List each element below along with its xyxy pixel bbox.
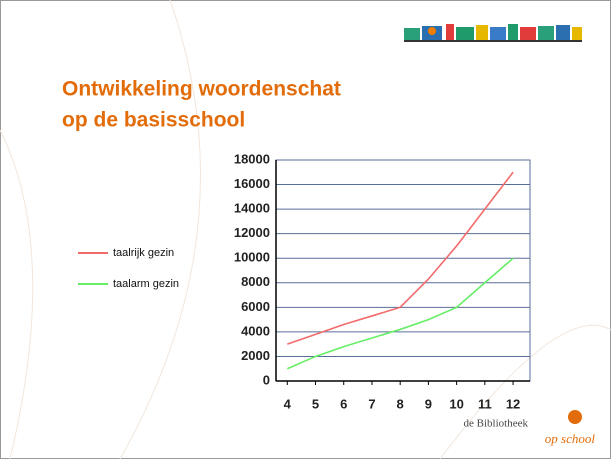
y-tick-label: 12000 <box>234 225 270 240</box>
y-tick-label: 14000 <box>234 201 270 216</box>
x-tick-label: 4 <box>284 396 292 411</box>
x-tick-label: 9 <box>425 396 432 411</box>
y-tick-label: 8000 <box>241 274 270 289</box>
y-tick-label: 18000 <box>234 151 270 166</box>
slide: Ontwikkeling woordenschat op de basissch… <box>0 0 611 459</box>
y-tick-label: 10000 <box>234 250 270 265</box>
brand-icon <box>568 410 582 424</box>
tagline: op school <box>545 431 596 446</box>
y-tick-label: 2000 <box>241 348 270 363</box>
x-tick-label: 12 <box>506 396 520 411</box>
legend-label: taalrijk gezin <box>113 247 174 259</box>
x-tick-label: 7 <box>368 396 375 411</box>
y-tick-label: 16000 <box>234 176 270 191</box>
x-tick-label: 8 <box>397 396 404 411</box>
x-tick-label: 11 <box>478 396 492 411</box>
x-tick-label: 5 <box>312 396 319 411</box>
title-line: Ontwikkeling woordenschat <box>62 78 341 101</box>
page: {"header": {"title_lines": ["Ontwikkelin… <box>0 0 611 459</box>
y-tick-label: 0 <box>263 372 270 387</box>
x-tick-label: 6 <box>340 396 347 411</box>
x-tick-label: 10 <box>449 396 463 411</box>
title-line: op de basisschool <box>62 109 245 132</box>
brand: de Bibliotheek <box>464 418 529 430</box>
legend-label: taalarm gezin <box>113 278 179 290</box>
y-tick-label: 6000 <box>241 299 270 314</box>
y-tick-label: 4000 <box>241 323 270 338</box>
slide-frame <box>1 1 611 459</box>
